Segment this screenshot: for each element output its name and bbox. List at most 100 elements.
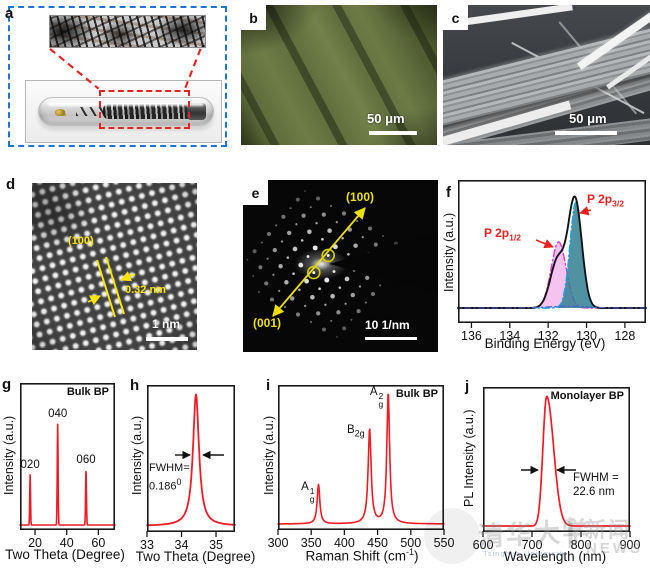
bp-crystals-sparse <box>75 106 106 117</box>
pl-chart: PL Intensity (a.u.) Monolayer BP FWHM = … <box>460 375 650 572</box>
peak-label: 020 <box>20 458 40 471</box>
ampoule-seal <box>186 102 207 121</box>
scalebar-d <box>146 337 188 341</box>
x-tick-label: 136 <box>461 329 482 343</box>
diffraction-spot <box>266 257 269 260</box>
xrd-zoom-plot-area: FWHM= 0.1860 33 34 35 <box>140 385 236 552</box>
diffraction-spot <box>281 214 286 219</box>
panel-a-photo-group <box>8 6 227 147</box>
diffraction-spot <box>338 286 342 289</box>
peak-label: 060 <box>76 453 96 466</box>
diffraction-spot <box>321 237 324 241</box>
x-tick-label: 450 <box>367 536 389 550</box>
diffraction-spot <box>252 249 257 254</box>
x-axis-label: Two Theta (Degree) <box>135 549 256 564</box>
panel-label-d: d <box>6 176 16 193</box>
diffraction-spot <box>373 242 378 247</box>
series-curve <box>482 395 631 527</box>
x-tick-label: 33 <box>140 538 154 552</box>
diffraction-spot <box>278 263 283 269</box>
axis-box <box>147 385 236 532</box>
panel-label-i: i <box>266 377 271 394</box>
spot-ring-100 <box>321 248 335 263</box>
diffraction-spot <box>373 268 376 271</box>
xps-plot-area: P 2p3/2 P 2p1/2 136 134 132 130 128 <box>457 180 647 343</box>
bp-crystals-dense <box>103 103 194 120</box>
diffraction-spot <box>365 275 370 281</box>
diffraction-spot <box>347 227 352 232</box>
diffraction-spot <box>387 251 390 254</box>
diffraction-spot <box>284 280 289 285</box>
diffraction-spot <box>367 226 373 231</box>
scalebar-label-c: 50 μm <box>569 111 607 126</box>
x-tick-label: 134 <box>499 329 521 343</box>
chart-title: Bulk BP <box>66 386 109 398</box>
diffraction-spot <box>290 296 295 301</box>
diffraction-spot <box>292 272 295 275</box>
diffraction-spot <box>298 288 301 292</box>
raman-chart: Intensity (a.u.) Bulk BP 300 350 400 450 500… <box>262 375 462 572</box>
scalebar-label-d: 1 nm <box>152 317 181 331</box>
diffraction-spot <box>333 244 338 250</box>
peak-label: B2g <box>346 424 365 439</box>
diffraction-spot <box>361 236 364 239</box>
diffraction-spot <box>341 236 344 240</box>
y-axis-label: PL Intensity (a.u.) <box>462 409 476 507</box>
panel-label-j: j <box>465 378 470 395</box>
panel-label-b: b <box>241 5 266 30</box>
diffraction-spot <box>330 319 333 322</box>
series-curve <box>146 393 236 527</box>
hrtem-image: (100) 0.32 nm 1 nm <box>32 183 197 350</box>
diffraction-spot <box>329 204 333 208</box>
x-tick-label: 20 <box>28 536 42 550</box>
x-tick-label: 40 <box>59 536 74 550</box>
diffraction-spot <box>264 281 269 286</box>
panel-label-a: a <box>5 5 14 22</box>
pl-plot-area: Monolayer BP FWHM = 22.6 nm 600 700 800 900 <box>473 387 640 552</box>
diffraction-spot <box>307 229 312 235</box>
x-tick-label: 130 <box>576 329 597 343</box>
diffraction-spot <box>283 305 287 309</box>
optical-micrograph: b 50 μm <box>241 5 437 145</box>
central-beam-glow <box>294 248 348 280</box>
x-tick-label: 550 <box>433 536 455 550</box>
spacing-label: 0.32 nm <box>125 284 166 296</box>
p2p12-label: P 2p1/2 <box>484 226 521 243</box>
diffraction-spot <box>347 253 350 256</box>
diffraction-spot <box>324 303 327 306</box>
chart-title: Monolayer BP <box>550 390 624 402</box>
diffraction-spot <box>394 241 398 246</box>
y-axis-label: Intensity (a.u.) <box>2 415 16 495</box>
diffraction-spot <box>332 270 336 273</box>
plot-svg <box>457 180 647 328</box>
diffraction-spot <box>327 228 332 233</box>
direction-label-001: (001) <box>253 316 282 330</box>
diffraction-spot <box>298 262 304 268</box>
diffraction-spot <box>304 278 309 284</box>
crystal-closeup-inset <box>49 15 206 48</box>
y-axis-label: Intensity (a.u.) <box>130 415 144 495</box>
spot-ring-001 <box>307 265 321 280</box>
diffraction-spot <box>309 320 313 324</box>
diffraction-spot <box>358 285 362 288</box>
x-tick-label: 800 <box>570 538 592 552</box>
axis-box <box>458 180 646 323</box>
chart-title: Bulk BP <box>395 388 438 400</box>
diffraction-spot <box>266 231 272 237</box>
x-tick-label: 350 <box>300 536 322 550</box>
x-tick-label: 60 <box>91 536 106 550</box>
diffraction-spot <box>301 213 306 218</box>
glass-ampoule <box>38 97 214 126</box>
diffraction-spot <box>352 269 356 272</box>
diffraction-spot <box>315 196 321 201</box>
panel-label-g: g <box>2 376 12 393</box>
panel-label-e: e <box>243 180 268 205</box>
p2p32-label: P 2p3/2 <box>587 192 624 209</box>
axis-box <box>278 385 444 530</box>
diffraction-spot <box>336 336 338 338</box>
diffraction-spot <box>326 253 330 257</box>
diffraction-spot <box>324 277 330 283</box>
diffraction-spot <box>344 276 350 282</box>
diffraction-spot <box>280 240 284 243</box>
